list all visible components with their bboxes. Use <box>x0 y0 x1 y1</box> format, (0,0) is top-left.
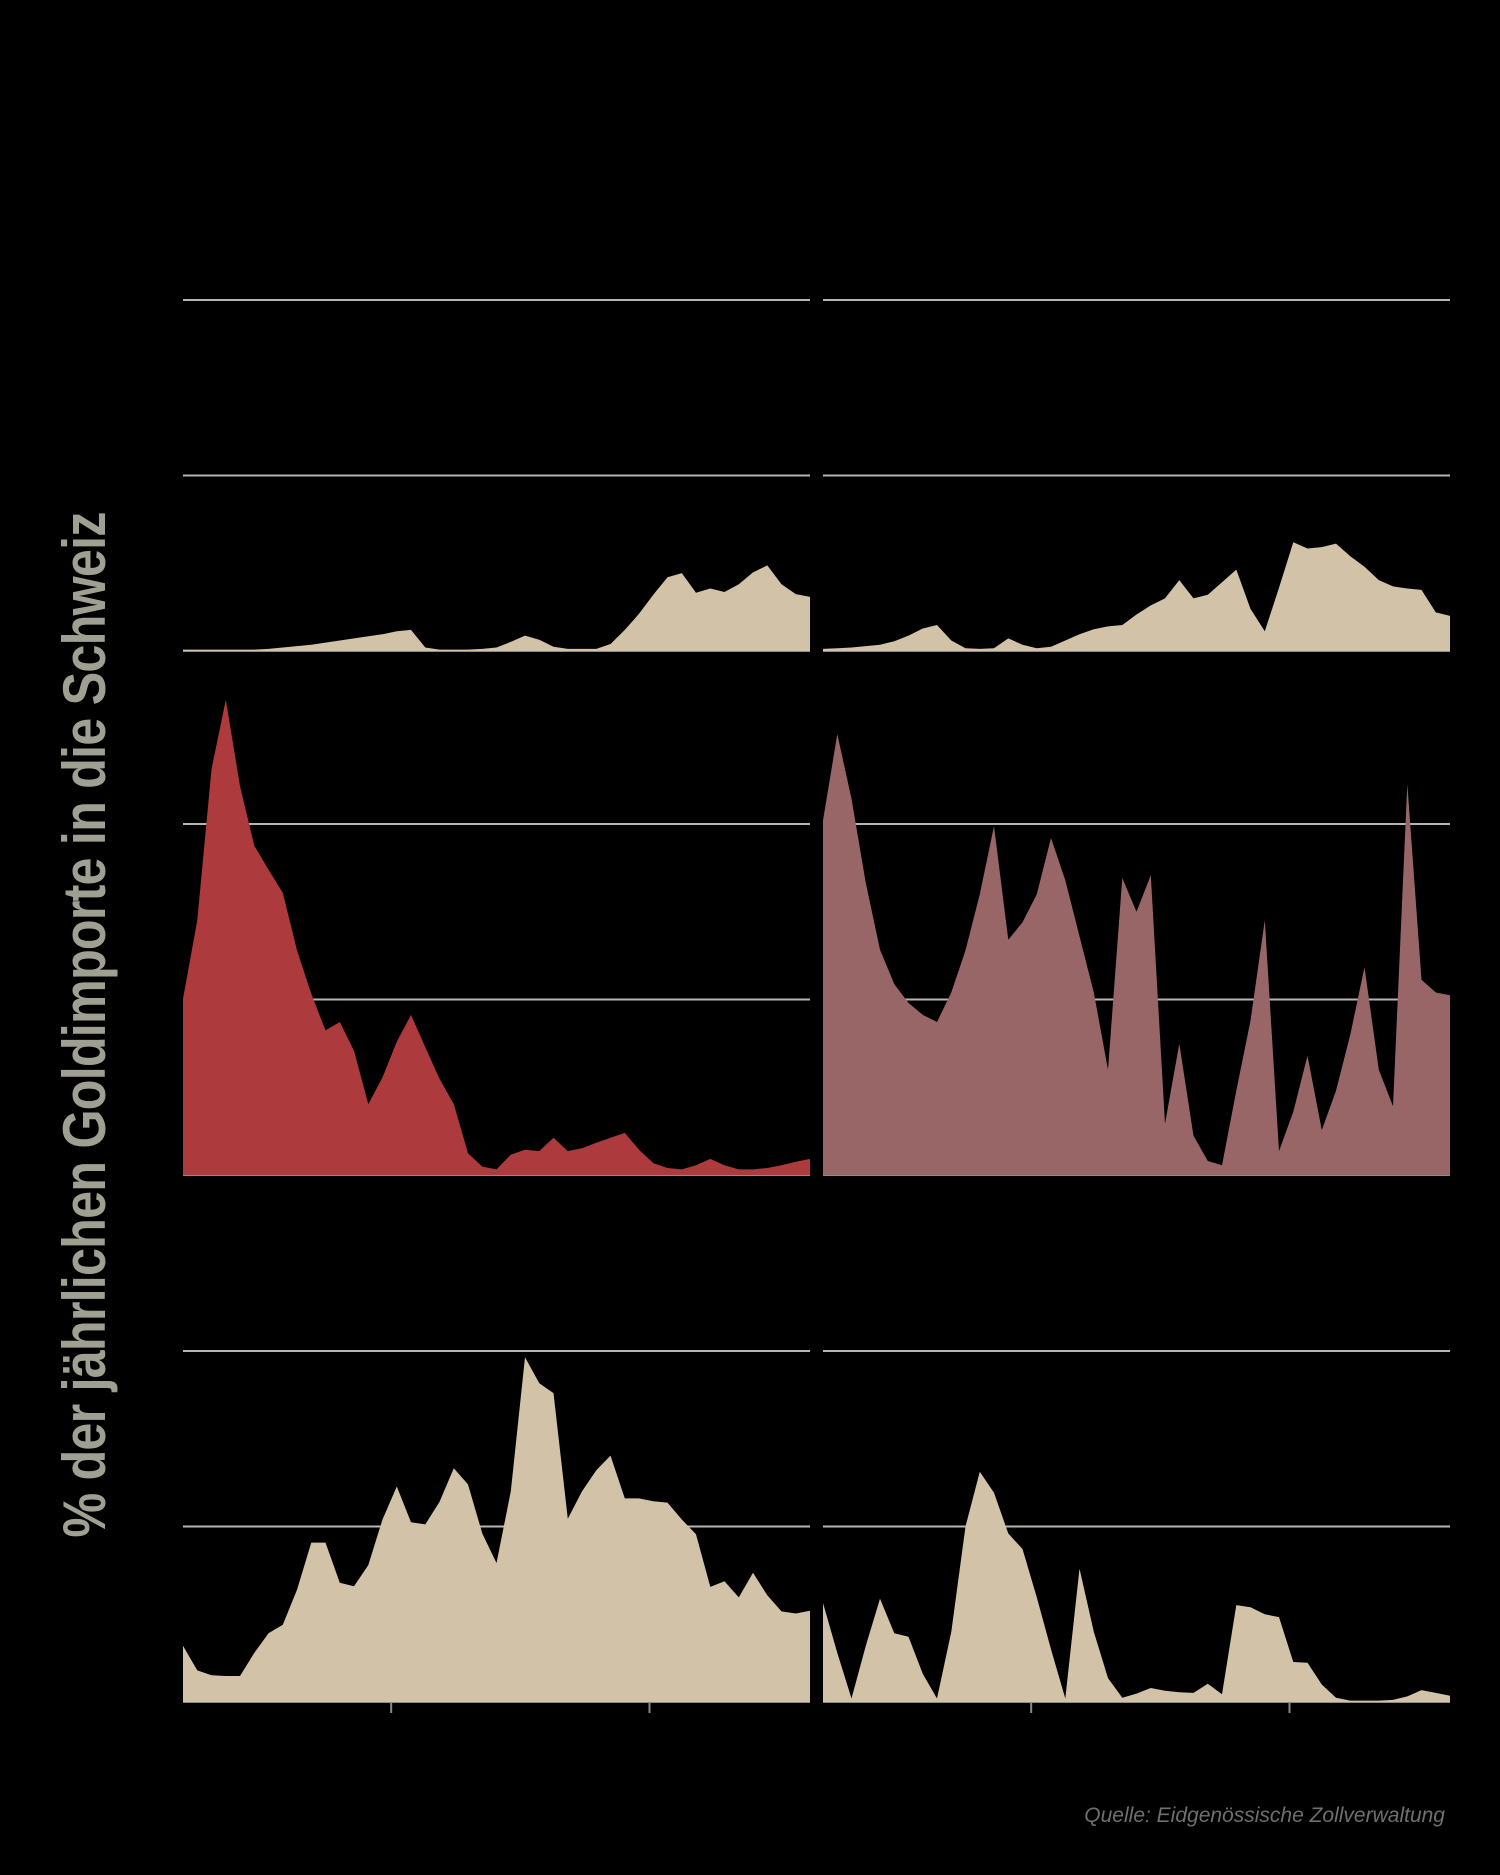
panel-bottom-left <box>183 1350 810 1713</box>
area-series-bottom-left <box>183 1357 810 1702</box>
area-series-top-left <box>183 565 810 651</box>
area-series-top-right <box>823 542 1450 651</box>
panel-bottom-right <box>823 1350 1450 1713</box>
area-series-middle-left <box>183 699 810 1175</box>
area-series-middle-right <box>823 734 1450 1175</box>
panel-top-left <box>183 299 810 652</box>
panel-top-right <box>823 299 1450 652</box>
y-axis-label: % der jährlichen Goldimporte in die Schw… <box>51 512 118 1538</box>
source-note: Quelle: Eidgenössische Zollverwaltung <box>1084 1804 1445 1827</box>
panel-middle-right <box>823 734 1450 1176</box>
area-series-bottom-right <box>823 1471 1450 1702</box>
panel-middle-left <box>183 699 810 1176</box>
